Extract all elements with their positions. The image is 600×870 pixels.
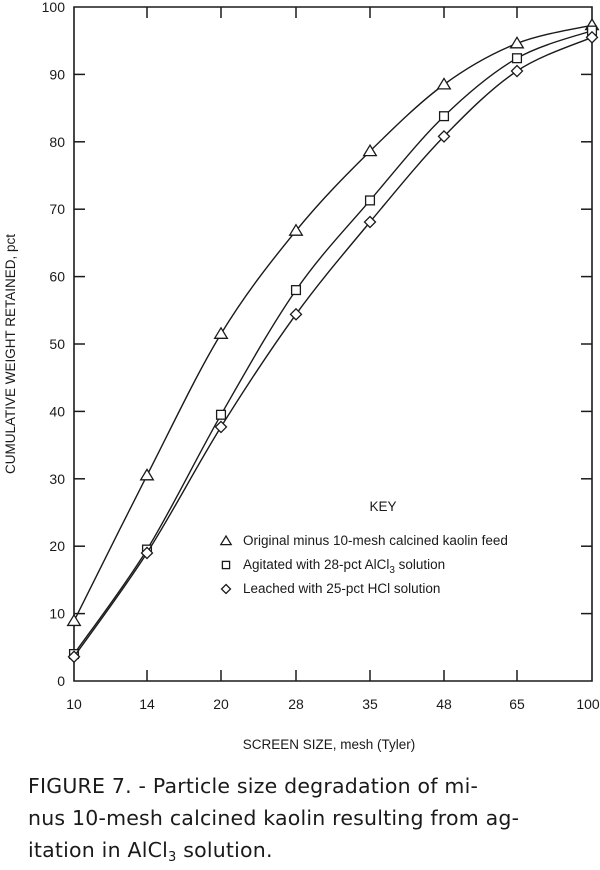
triangle-marker-icon bbox=[66, 613, 82, 627]
triangle-marker-icon bbox=[213, 326, 229, 339]
triangle-marker-icon bbox=[509, 36, 525, 49]
triangle-marker-icon bbox=[436, 77, 452, 90]
diamond-marker-icon bbox=[140, 546, 154, 560]
figure-caption: FIGURE 7. - Particle size degradation of… bbox=[28, 770, 593, 866]
y-tick-label: 40 bbox=[49, 403, 65, 419]
legend-item-label: Leached with 25-pct HCl solution bbox=[243, 581, 440, 596]
series-line bbox=[73, 36, 593, 658]
caption-subscript: 3 bbox=[168, 850, 177, 865]
legend-title: KEY bbox=[369, 499, 396, 514]
x-axis-label: SCREEN SIZE, mesh (Tyler) bbox=[243, 737, 416, 752]
triangle-marker-icon bbox=[362, 143, 378, 157]
axes bbox=[73, 6, 593, 682]
y-tick-label: 30 bbox=[49, 471, 65, 487]
square-marker-icon bbox=[364, 195, 376, 206]
diamond-marker-icon bbox=[214, 420, 228, 434]
square-marker-icon bbox=[290, 285, 302, 296]
x-tick-label: 28 bbox=[288, 696, 304, 712]
triangle-marker-icon bbox=[139, 468, 155, 481]
legend: KEY Original minus 10-mesh calcined kaoli… bbox=[219, 499, 508, 596]
caption-line-1: FIGURE 7. - Particle size degradation of… bbox=[28, 774, 479, 798]
square-marker-icon bbox=[215, 409, 227, 420]
y-tick-label: 60 bbox=[49, 269, 65, 285]
data-series bbox=[66, 17, 600, 664]
x-tick-label: 10 bbox=[66, 696, 82, 712]
y-tick-label: 80 bbox=[49, 134, 65, 150]
y-tick-label: 70 bbox=[49, 201, 65, 217]
x-tick-label: 100 bbox=[576, 696, 600, 712]
y-tick-label: 50 bbox=[49, 336, 65, 352]
series-triangle bbox=[66, 17, 600, 627]
x-tick-label: 35 bbox=[362, 696, 378, 712]
caption-line-3-end: solution. bbox=[176, 838, 273, 862]
caption-line-2: nus 10-mesh calcined kaolin resulting fr… bbox=[28, 806, 520, 830]
x-tick-label: 14 bbox=[139, 696, 155, 712]
y-axis-ticks: 0 10 20 30 40 50 60 70 80 90 100 bbox=[42, 0, 592, 689]
plot-frame bbox=[73, 6, 593, 682]
diamond-marker-icon bbox=[585, 30, 599, 44]
x-axis-ticks: 10 14 20 28 35 48 65 100 bbox=[66, 7, 600, 712]
x-tick-label: 20 bbox=[213, 696, 229, 712]
x-tick-label: 48 bbox=[436, 696, 452, 712]
y-tick-label: 20 bbox=[49, 538, 65, 554]
diamond-marker-icon bbox=[363, 215, 377, 229]
diamond-marker-icon bbox=[510, 64, 524, 78]
caption-line-3-text: itation in AlCl bbox=[28, 838, 169, 862]
legend-item-label: Original minus 10-mesh calcined kaolin f… bbox=[243, 533, 508, 548]
triangle-marker-icon bbox=[288, 223, 304, 236]
y-tick-label: 100 bbox=[42, 0, 66, 15]
y-axis-label: CUMULATIVE WEIGHT RETAINED, pct bbox=[3, 234, 18, 474]
square-marker-icon bbox=[511, 53, 523, 64]
diamond-marker-icon bbox=[437, 129, 451, 143]
y-tick-label: 90 bbox=[49, 66, 65, 82]
x-tick-label: 65 bbox=[509, 696, 525, 712]
diamond-marker-icon bbox=[289, 307, 303, 321]
triangle-marker-icon bbox=[219, 534, 233, 546]
y-tick-label: 10 bbox=[49, 606, 65, 622]
series-diamond bbox=[67, 30, 599, 664]
diamond-marker-icon bbox=[67, 650, 81, 664]
square-marker-icon bbox=[438, 111, 450, 122]
legend-item-label: Agitated with 28-pct AlCl3 solution bbox=[243, 557, 445, 576]
square-marker-icon bbox=[221, 560, 231, 570]
caption-line-3: itation in AlCl3 solution. bbox=[28, 834, 593, 866]
diamond-marker-icon bbox=[220, 583, 232, 595]
series-line bbox=[73, 24, 593, 622]
y-tick-label: 0 bbox=[57, 673, 65, 689]
